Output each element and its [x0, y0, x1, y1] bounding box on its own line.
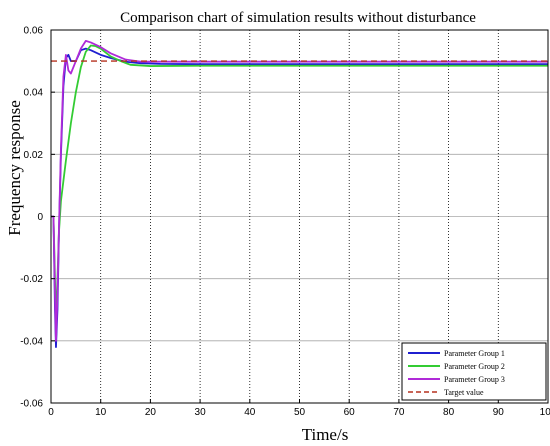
y-tick-label-2: -0.02 — [20, 274, 43, 285]
x-axis-label: Time/s — [302, 425, 349, 444]
x-tick-label-8: 80 — [443, 407, 455, 418]
legend: Parameter Group 1 Parameter Group 2 Parame… — [401, 342, 547, 401]
series-layer — [51, 39, 548, 348]
y-tick-label-4: 0.02 — [24, 150, 44, 161]
x-tick-label-9: 90 — [493, 407, 505, 418]
chart-title: Comparison chart of simulation results w… — [120, 10, 476, 26]
x-tick-label-2: 20 — [145, 407, 157, 418]
tick-layer: 0 10 20 30 40 50 60 70 80 90 100 -0.06 -0.04 -0.02 0 0.… — [20, 26, 550, 419]
x-tick-label-4: 40 — [244, 407, 256, 418]
x-tick-label-0: 0 — [48, 407, 54, 418]
legend-label-2: Parameter Group 2 — [444, 362, 505, 371]
grid-layer — [51, 30, 548, 403]
x-tick-label-5: 50 — [294, 407, 306, 418]
x-tick-label-7: 70 — [393, 407, 405, 418]
y-tick-label-3: 0 — [37, 212, 43, 223]
x-tick-label-3: 30 — [195, 407, 207, 418]
x-tick-label-6: 60 — [344, 407, 356, 418]
y-axis-label: Frequency response — [5, 100, 24, 236]
x-tick-label-10: 100 — [540, 407, 550, 418]
legend-label-3: Parameter Group 3 — [444, 375, 505, 384]
y-tick-label-5: 0.04 — [24, 88, 44, 99]
x-tick-label-1: 10 — [95, 407, 107, 418]
y-tick-label-0: -0.06 — [20, 399, 43, 410]
legend-label-4: Target value — [444, 388, 484, 397]
y-tick-label-1: -0.04 — [20, 336, 43, 347]
y-tick-label-6: 0.06 — [24, 26, 44, 37]
legend-label-1: Parameter Group 1 — [444, 349, 505, 358]
